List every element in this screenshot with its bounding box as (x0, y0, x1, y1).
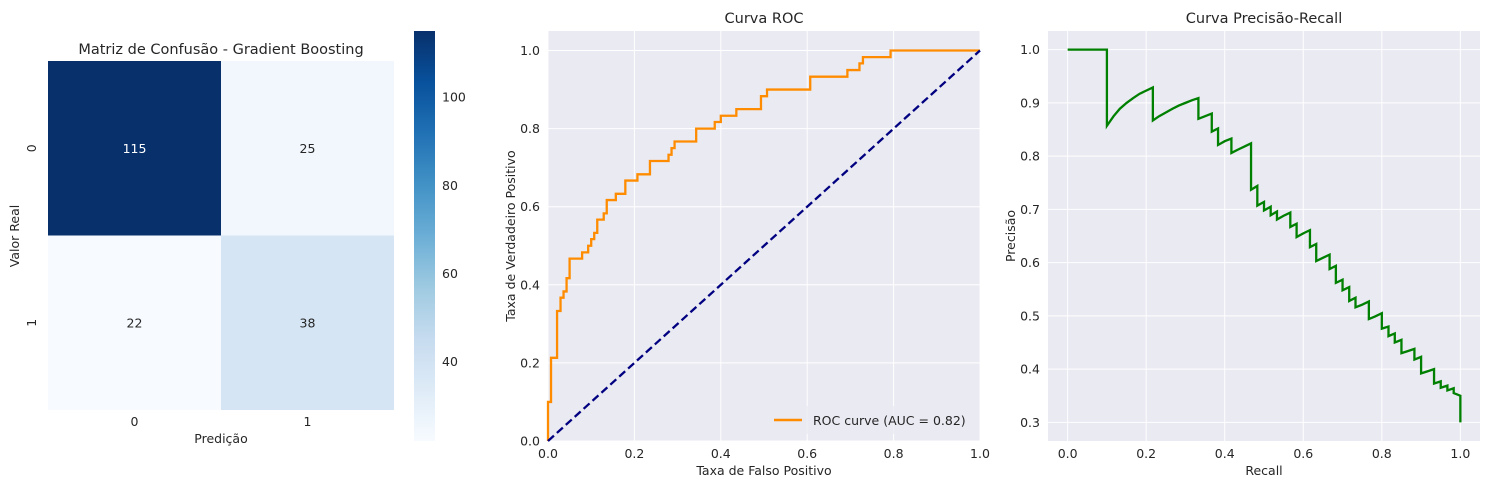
roc-y-tick-label: 0.0 (520, 434, 540, 449)
pr-x-tick-label: 0.4 (1215, 446, 1235, 461)
heatmap-cell-value: 22 (127, 315, 143, 330)
roc-grid (547, 31, 981, 442)
heatmap-x-tick-label: 0 (131, 414, 139, 429)
pr-title: Curva Precisão-Recall (1186, 11, 1342, 27)
colorbar-tick-label: 60 (442, 266, 458, 281)
heatmap-ticks: 0 1 0 1 (24, 144, 311, 429)
heatmap-cell-value: 25 (300, 141, 316, 156)
pr-x-tick-label: 0.0 (1058, 446, 1078, 461)
colorbar-tick-label: 40 (442, 354, 458, 369)
pr-x-tick-label: 0.2 (1136, 446, 1156, 461)
pr-y-tick-label: 0.3 (1020, 415, 1040, 430)
pr-panel: Curva Precisão-Recall 0.0 0.2 0.4 0.6 0.8 1.0… (1003, 11, 1480, 478)
pr-y-tick-label: 0.5 (1020, 308, 1040, 323)
pr-x-tick-label: 0.6 (1293, 446, 1313, 461)
colorbar (414, 31, 435, 441)
roc-y-tick-label: 1.0 (520, 43, 540, 58)
pr-y-tick-label: 0.8 (1020, 149, 1040, 164)
heatmap-cell (221, 235, 394, 410)
pr-y-tick-label: 0.4 (1020, 362, 1040, 377)
roc-legend-box (765, 406, 975, 434)
roc-x-tick-label: 1.0 (970, 446, 990, 461)
heatmap-y-label: Valor Real (7, 205, 22, 267)
confusion-matrix-panel: Matriz de Confusão - Gradient Boosting 1… (7, 31, 466, 446)
pr-y-label: Precisão (1003, 210, 1018, 262)
roc-plot-area (548, 31, 980, 441)
pr-plot-area (1048, 31, 1480, 441)
pr-ticks: 0.0 0.2 0.4 0.6 0.8 1.0 0.3 0.4 0.5 0.6 0.7 0.8 0.9 1… (1020, 42, 1470, 461)
roc-x-tick-label: 0.2 (624, 446, 644, 461)
roc-series-line-0 (546, 49, 980, 441)
roc-y-tick-label: 0.8 (520, 121, 540, 136)
pr-lines (1067, 48, 1462, 423)
heatmap-cell (48, 235, 221, 410)
roc-legend-label: ROC curve (AUC = 0.82) (813, 413, 966, 428)
pr-y-tick-label: 0.7 (1020, 202, 1040, 217)
heatmap-cells: 115 25 22 38 (48, 61, 394, 410)
roc-y-label: Taxa de Verdadeiro Positivo (503, 150, 518, 322)
heatmap-cell-value: 115 (123, 141, 147, 156)
heatmap-title: Matriz de Confusão - Gradient Boosting (78, 42, 363, 58)
pr-series-line-0 (1067, 48, 1462, 423)
roc-panel: Curva ROC 0.0 0.2 0.4 0.6 0.8 1.0 0.0 0.2 0.4 0.6… (503, 11, 990, 478)
roc-x-label: Taxa de Falso Positivo (695, 463, 831, 478)
pr-y-tick-label: 0.6 (1020, 255, 1040, 270)
colorbar-tick-label: 100 (442, 90, 466, 105)
pr-x-label: Recall (1245, 463, 1282, 478)
roc-lines (546, 49, 981, 442)
roc-y-tick-label: 0.4 (520, 277, 540, 292)
heatmap-x-tick-label: 1 (304, 414, 312, 429)
heatmap-cell-value: 38 (300, 315, 316, 330)
roc-title: Curva ROC (725, 11, 804, 27)
heatmap-y-tick-label: 0 (24, 144, 39, 152)
colorbar-tick-label: 80 (442, 178, 458, 193)
roc-y-tick-label: 0.2 (520, 355, 540, 370)
heatmap-x-label: Predição (194, 431, 247, 446)
heatmap-y-tick-label: 1 (24, 319, 39, 327)
roc-x-tick-label: 0.0 (538, 446, 558, 461)
pr-y-tick-label: 0.9 (1020, 95, 1040, 110)
roc-series-line-1 (547, 49, 981, 442)
roc-x-tick-label: 0.8 (884, 446, 904, 461)
roc-x-tick-label: 0.6 (797, 446, 817, 461)
roc-y-tick-label: 0.6 (520, 199, 540, 214)
pr-y-tick-label: 1.0 (1020, 42, 1040, 57)
roc-ticks: 0.0 0.2 0.4 0.6 0.8 1.0 0.0 0.2 0.4 0.6 0.8 1.0 (520, 43, 990, 461)
heatmap-cell (221, 61, 394, 236)
colorbar-ticks: 40 60 80 100 (442, 90, 466, 370)
pr-x-tick-label: 1.0 (1450, 446, 1470, 461)
roc-x-tick-label: 0.4 (711, 446, 731, 461)
roc-legend: ROC curve (AUC = 0.82) (765, 406, 975, 434)
pr-x-tick-label: 0.8 (1372, 446, 1392, 461)
heatmap-cell (48, 61, 221, 236)
